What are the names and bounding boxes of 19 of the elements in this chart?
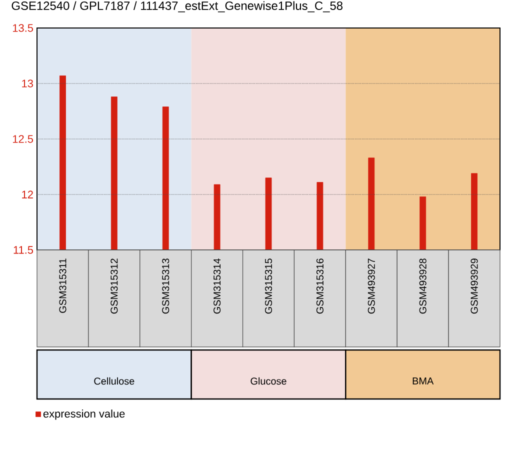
x-tick-label: GSM493929	[470, 258, 478, 314]
y-tick-label: 11.5	[14, 246, 34, 254]
y-tick-label: 12.5	[12, 135, 34, 143]
y-tick-label: 13.5	[12, 24, 34, 32]
x-tick-label: GSM315314	[214, 258, 221, 314]
text: Glucose	[250, 377, 286, 385]
y-tick-label: 13	[22, 80, 33, 88]
x-tick-label: GSM315313	[162, 258, 170, 314]
x-tick-label: GSM315316	[316, 258, 324, 314]
x-tick-label: GSM493928	[419, 258, 426, 314]
legend-label: expression value	[43, 410, 125, 420]
x-tick-label: GSM315312	[110, 258, 118, 314]
chart-title: GSE12540 / GPL7187 / 111437_estExt_Genewise1Plus_C_58	[12, 1, 343, 12]
x-tick-label: GSM315315	[264, 258, 272, 314]
text: Cellulose	[94, 377, 134, 385]
y-tick-label: 12	[22, 190, 33, 198]
x-tick-label: GSM493927	[368, 258, 375, 314]
x-tick-label: GSM315311	[59, 258, 66, 313]
text: BMA	[412, 378, 434, 384]
